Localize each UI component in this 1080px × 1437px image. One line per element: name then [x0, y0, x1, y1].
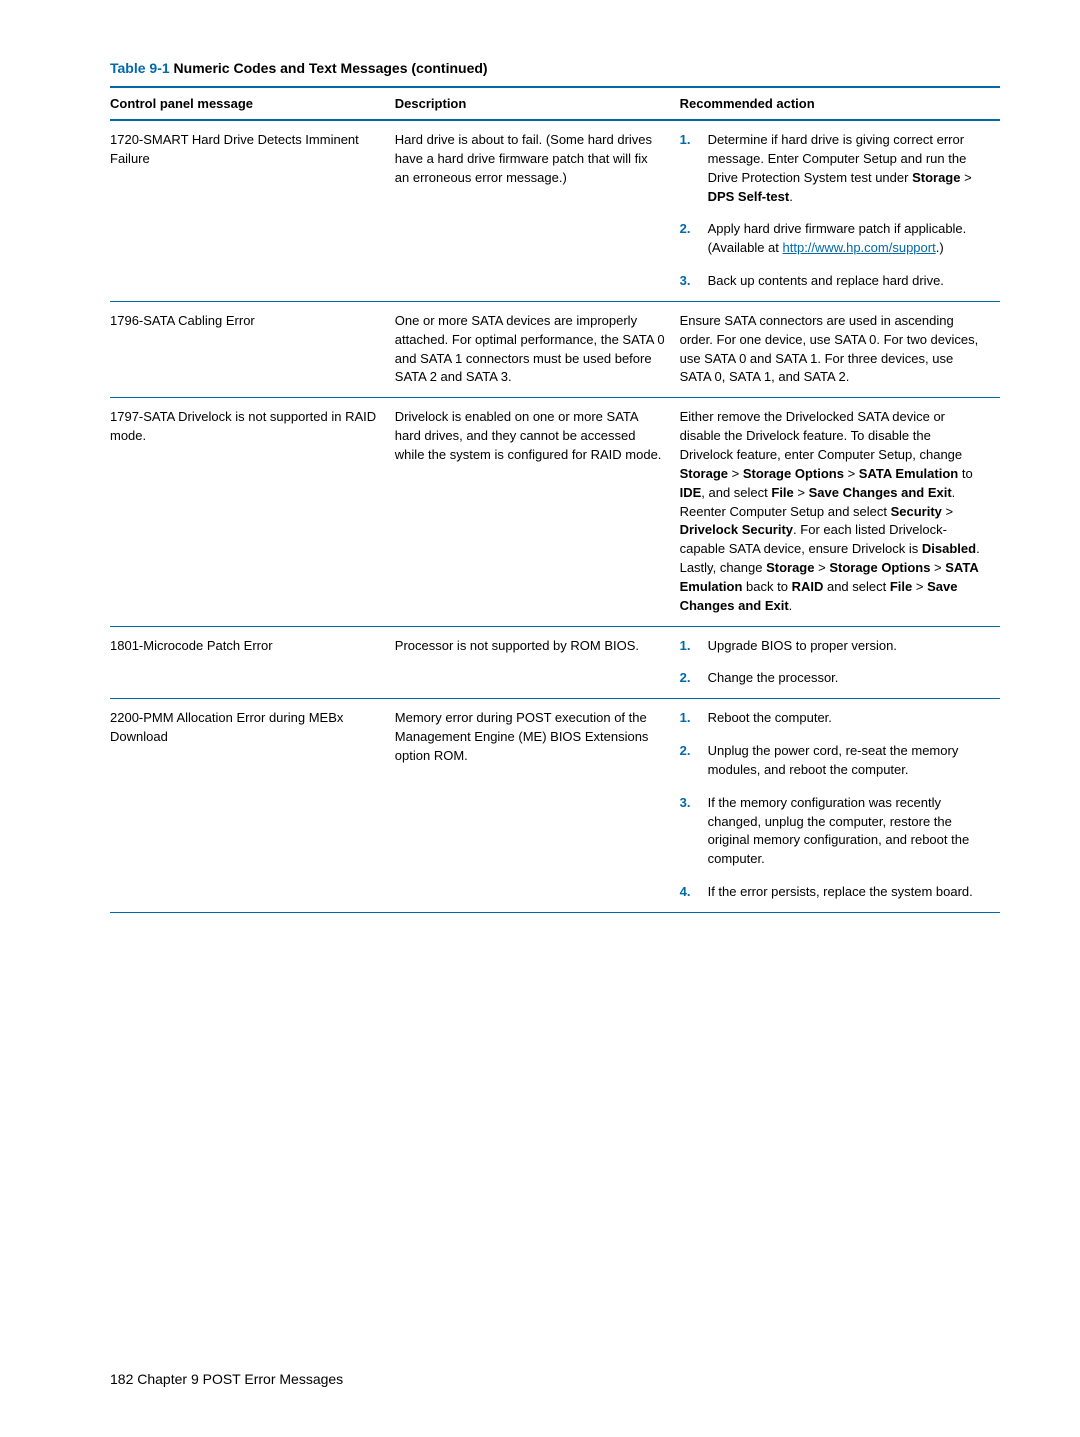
- table-row: 1797-SATA Drivelock is not supported in …: [110, 398, 1000, 626]
- page-footer: 182 Chapter 9 POST Error Messages: [110, 1371, 343, 1387]
- table-row: 1720-SMART Hard Drive Detects Imminent F…: [110, 120, 1000, 301]
- recommended-action: Upgrade BIOS to proper version. Change t…: [680, 626, 1000, 699]
- action-steps: Reboot the computer. Unplug the power co…: [680, 709, 986, 902]
- table-header-row: Control panel message Description Recomm…: [110, 87, 1000, 120]
- action-steps: Determine if hard drive is giving correc…: [680, 131, 986, 291]
- step-item: If the memory configuration was recently…: [680, 794, 986, 869]
- header-description: Description: [395, 87, 680, 120]
- table-title: Table 9-1 Numeric Codes and Text Message…: [110, 60, 1000, 76]
- control-panel-message: 1720-SMART Hard Drive Detects Imminent F…: [110, 120, 395, 301]
- step-item: Reboot the computer.: [680, 709, 986, 728]
- step-item: Change the processor.: [680, 669, 986, 688]
- recommended-action: Either remove the Drivelocked SATA devic…: [680, 398, 1000, 626]
- step-item: Upgrade BIOS to proper version.: [680, 637, 986, 656]
- control-panel-message: 1797-SATA Drivelock is not supported in …: [110, 398, 395, 626]
- page: Table 9-1 Numeric Codes and Text Message…: [0, 0, 1080, 1437]
- description: Processor is not supported by ROM BIOS.: [395, 626, 680, 699]
- step-item: Determine if hard drive is giving correc…: [680, 131, 986, 206]
- error-codes-table: Control panel message Description Recomm…: [110, 86, 1000, 913]
- step-item: If the error persists, replace the syste…: [680, 883, 986, 902]
- step-item: Back up contents and replace hard drive.: [680, 272, 986, 291]
- control-panel-message: 1801-Microcode Patch Error: [110, 626, 395, 699]
- step-item: Unplug the power cord, re-seat the memor…: [680, 742, 986, 780]
- step-item: Apply hard drive firmware patch if appli…: [680, 220, 986, 258]
- header-recommended-action: Recommended action: [680, 87, 1000, 120]
- table-row: 2200-PMM Allocation Error during MEBx Do…: [110, 699, 1000, 913]
- header-control-panel-message: Control panel message: [110, 87, 395, 120]
- recommended-action: Reboot the computer. Unplug the power co…: [680, 699, 1000, 913]
- recommended-action: Determine if hard drive is giving correc…: [680, 120, 1000, 301]
- recommended-action: Ensure SATA connectors are used in ascen…: [680, 301, 1000, 397]
- table-row: 1801-Microcode Patch Error Processor is …: [110, 626, 1000, 699]
- description: Hard drive is about to fail. (Some hard …: [395, 120, 680, 301]
- table-caption: Numeric Codes and Text Messages (continu…: [170, 60, 488, 76]
- description: One or more SATA devices are improperly …: [395, 301, 680, 397]
- table-row: 1796-SATA Cabling Error One or more SATA…: [110, 301, 1000, 397]
- hp-support-link[interactable]: http://www.hp.com/support: [783, 240, 936, 255]
- control-panel-message: 1796-SATA Cabling Error: [110, 301, 395, 397]
- table-number: Table 9-1: [110, 60, 170, 76]
- description: Drivelock is enabled on one or more SATA…: [395, 398, 680, 626]
- description: Memory error during POST execution of th…: [395, 699, 680, 913]
- action-steps: Upgrade BIOS to proper version. Change t…: [680, 637, 986, 689]
- control-panel-message: 2200-PMM Allocation Error during MEBx Do…: [110, 699, 395, 913]
